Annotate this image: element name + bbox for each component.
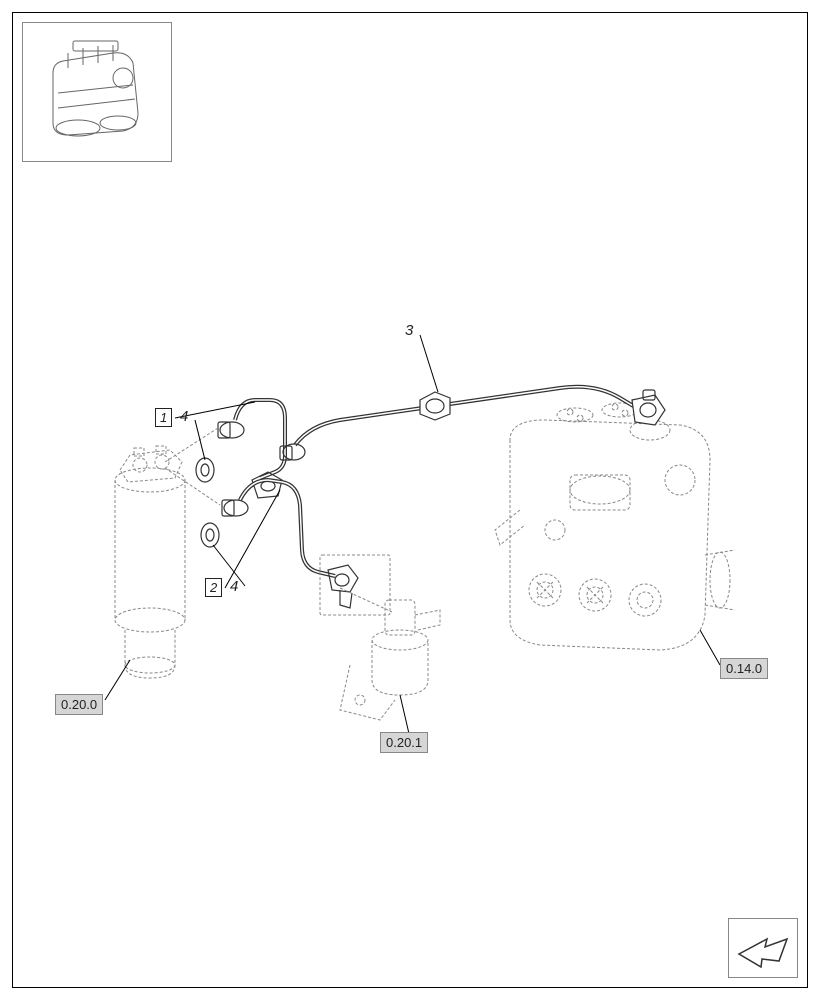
fuel-pipe-3 xyxy=(280,387,665,460)
fuel-filter-outline xyxy=(115,446,185,678)
ref-injection-pump: 0.14.0 xyxy=(720,658,768,679)
callout-2-box: 2 xyxy=(205,578,222,597)
ref-fuel-filter: 0.20.0 xyxy=(55,694,103,715)
callout-3: 3 xyxy=(405,322,413,339)
ref-feed-pump: 0.20.1 xyxy=(380,732,428,753)
fuel-pipe-2 xyxy=(222,480,358,608)
callout-1-box: 1 xyxy=(155,408,172,427)
parts-diagram xyxy=(0,0,820,1000)
callout-4-lower: 4 xyxy=(230,578,238,595)
feed-pump-outline xyxy=(340,600,440,720)
seal-washer-upper xyxy=(196,458,214,482)
seal-washer-lower xyxy=(201,523,219,547)
injection-pump-outline xyxy=(495,403,735,650)
callout-4-upper: 4 xyxy=(180,408,188,425)
next-page-arrow[interactable] xyxy=(728,918,798,978)
